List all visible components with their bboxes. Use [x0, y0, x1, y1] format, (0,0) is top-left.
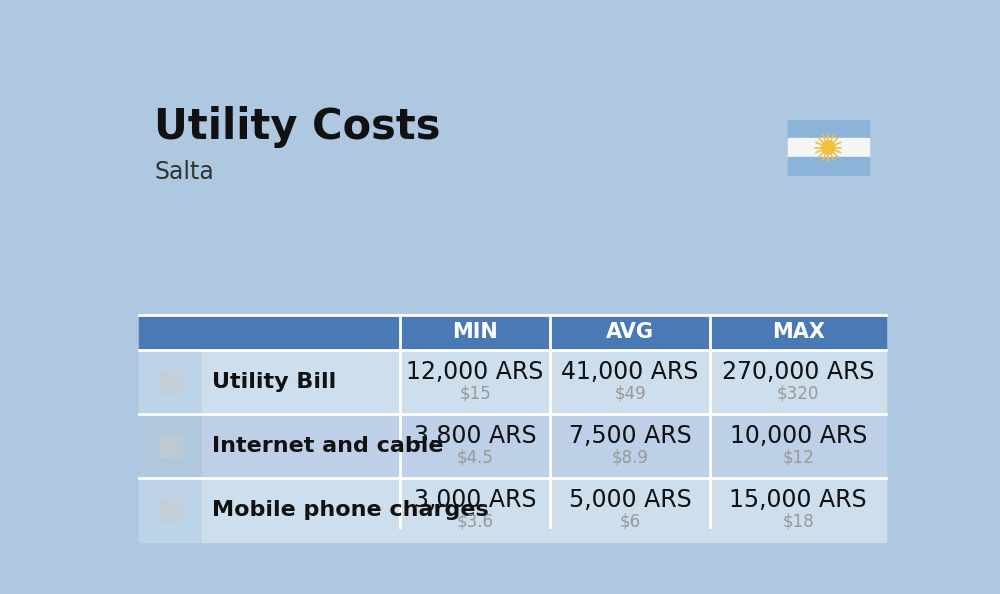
Bar — [139, 315, 886, 350]
Bar — [160, 499, 182, 520]
Bar — [788, 120, 869, 138]
Text: MIN: MIN — [452, 323, 498, 342]
Bar — [202, 414, 886, 478]
Bar — [202, 350, 886, 414]
Text: $3.6: $3.6 — [457, 513, 494, 530]
Text: 41,000 ARS: 41,000 ARS — [561, 360, 699, 384]
Text: 7,500 ARS: 7,500 ARS — [569, 424, 692, 448]
Text: 12,000 ARS: 12,000 ARS — [406, 360, 544, 384]
Text: $8.9: $8.9 — [612, 448, 649, 466]
Bar — [139, 350, 202, 414]
Text: 270,000 ARS: 270,000 ARS — [722, 360, 875, 384]
Text: $15: $15 — [459, 384, 491, 403]
Bar — [160, 371, 182, 393]
Text: 3,000 ARS: 3,000 ARS — [414, 488, 536, 512]
Text: $320: $320 — [777, 384, 819, 403]
Text: $6: $6 — [620, 513, 641, 530]
Text: Internet and cable: Internet and cable — [212, 436, 443, 456]
Text: $4.5: $4.5 — [457, 448, 494, 466]
Bar — [202, 478, 886, 542]
Text: 5,000 ARS: 5,000 ARS — [569, 488, 692, 512]
Text: Salta: Salta — [154, 160, 214, 184]
Bar — [139, 414, 202, 478]
Text: 3,800 ARS: 3,800 ARS — [414, 424, 536, 448]
Text: Utility Bill: Utility Bill — [212, 372, 336, 392]
Text: $12: $12 — [782, 448, 814, 466]
Text: Utility Costs: Utility Costs — [154, 106, 441, 148]
Bar — [788, 157, 869, 175]
Bar — [139, 478, 202, 542]
Circle shape — [822, 141, 835, 154]
Bar — [788, 138, 869, 157]
Text: $49: $49 — [614, 384, 646, 403]
Text: AVG: AVG — [606, 323, 654, 342]
Text: 15,000 ARS: 15,000 ARS — [729, 488, 867, 512]
Text: MAX: MAX — [772, 323, 825, 342]
Text: 10,000 ARS: 10,000 ARS — [730, 424, 867, 448]
Text: $18: $18 — [782, 513, 814, 530]
Text: Mobile phone charges: Mobile phone charges — [212, 500, 489, 520]
Bar — [160, 435, 182, 457]
